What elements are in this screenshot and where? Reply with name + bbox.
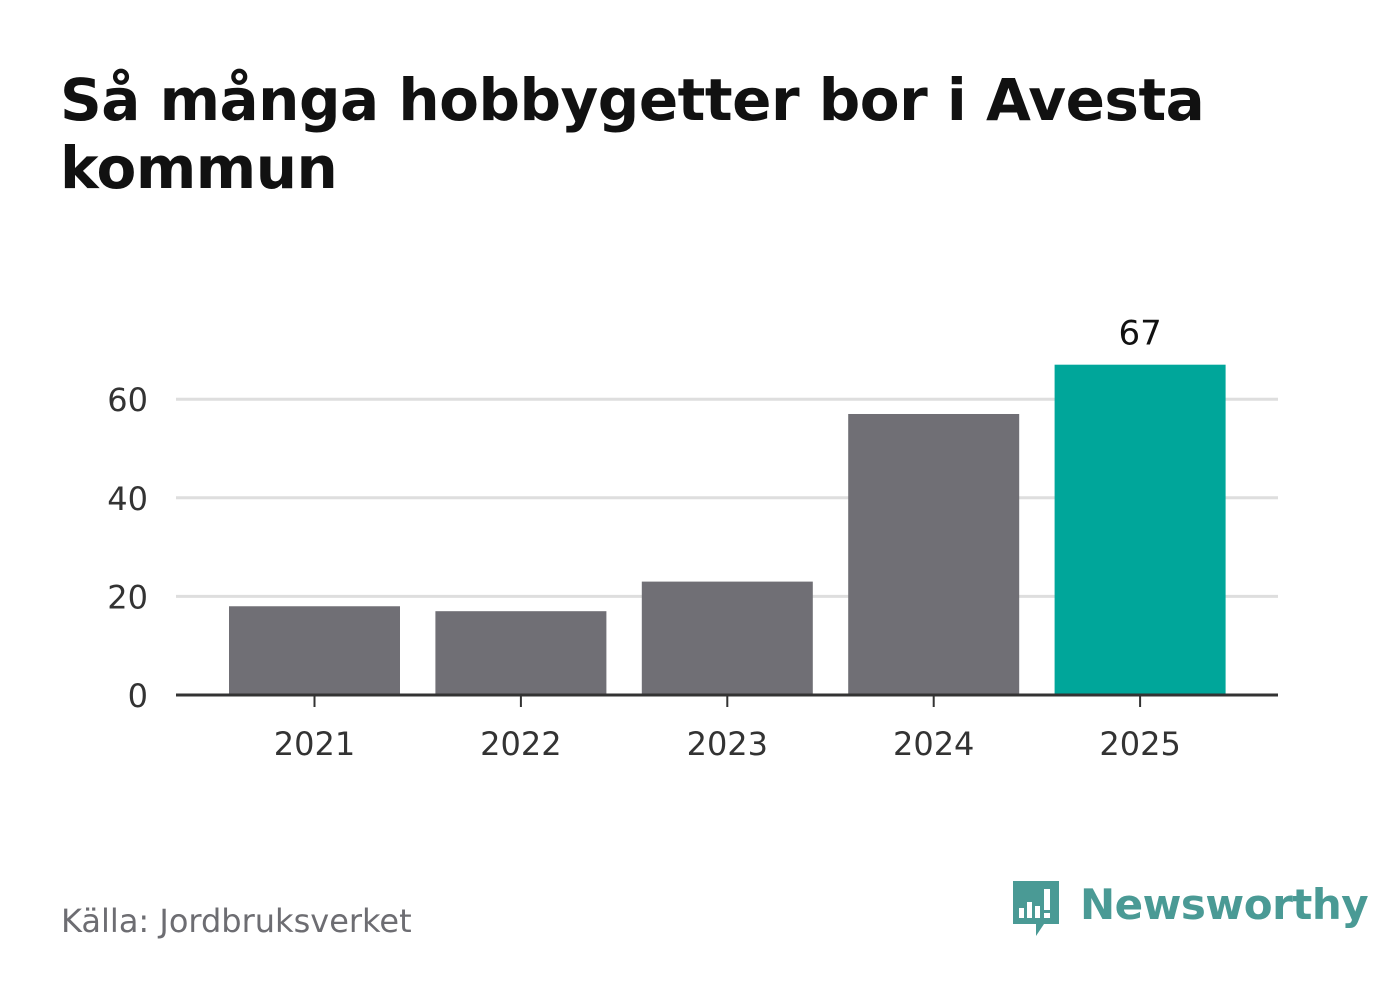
bar xyxy=(1054,364,1226,695)
x-tick-label: 2022 xyxy=(480,725,561,763)
y-tick-label: 60 xyxy=(107,381,148,419)
bar xyxy=(848,413,1020,695)
x-tick-label: 2024 xyxy=(893,725,974,763)
bar xyxy=(641,581,813,695)
x-tick-label: 2021 xyxy=(274,725,355,763)
bar xyxy=(435,611,607,695)
y-tick-label: 40 xyxy=(107,480,148,518)
source-note: Källa: Jordbruksverket xyxy=(61,902,412,940)
brand-name: Newsworthy xyxy=(1080,880,1369,929)
x-tick-label: 2023 xyxy=(687,725,768,763)
newsworthy-logo-icon xyxy=(1013,881,1059,936)
bar xyxy=(229,606,400,695)
y-tick-label: 0 xyxy=(128,677,148,715)
chart-title: Så många hobbygetter bor i Avesta kommun xyxy=(60,66,1205,202)
brand-logo: Newsworthy xyxy=(1010,878,1369,942)
x-tick-label: 2025 xyxy=(1099,725,1180,763)
y-tick-label: 20 xyxy=(107,578,148,616)
data-label: 67 xyxy=(1118,314,1161,354)
